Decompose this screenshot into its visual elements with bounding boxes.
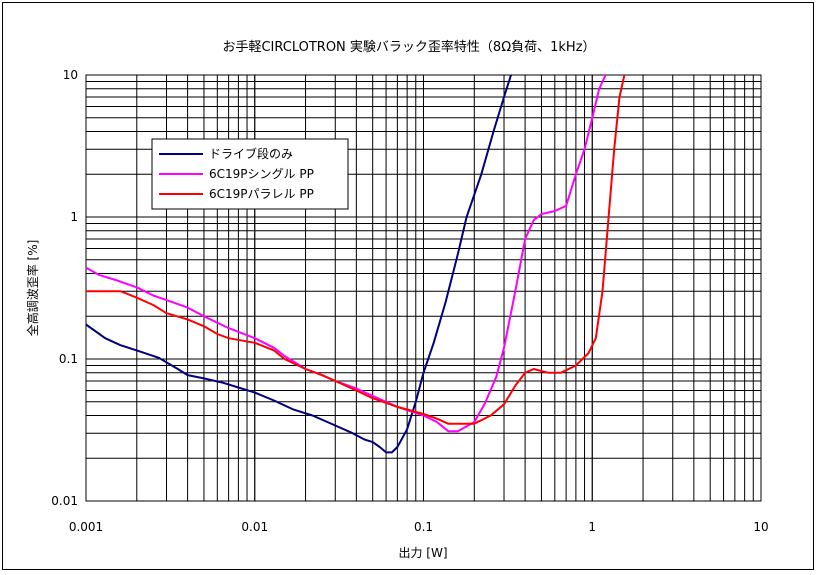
- series-group: [85, 74, 626, 454]
- thd-chart: お手軽CIRCLOTRON 実験バラック歪率特性（8Ω負荷、1kHz） 0.00…: [25, 39, 769, 560]
- legend-label-2: 6C19Pシングル PP: [209, 167, 314, 181]
- y-tick-label: 0.01: [51, 494, 78, 508]
- x-tick-label: 1: [588, 520, 596, 534]
- y-tick-label: 1: [70, 210, 78, 224]
- x-tick-label: 0.1: [414, 520, 433, 534]
- x-tick-label: 0.01: [241, 520, 268, 534]
- series-line-3: [86, 74, 626, 425]
- legend: ドライブ段のみ 6C19Pシングル PP 6C19Pパラレル PP: [151, 138, 349, 210]
- legend-label-1: ドライブ段のみ: [209, 146, 293, 161]
- x-axis-label: 出力 [W]: [398, 546, 447, 560]
- series-line-2: [85, 74, 607, 433]
- plot-area: [85, 74, 762, 502]
- tick-labels: 0.001 0.01 0.1 1 10 0.01 0.1 1 10: [51, 68, 768, 534]
- legend-label-3: 6C19Pパラレル PP: [209, 187, 314, 201]
- series-line-1: [85, 74, 512, 454]
- y-tick-label: 10: [63, 68, 78, 82]
- y-tick-label: 0.1: [59, 352, 78, 366]
- chart-frame: お手軽CIRCLOTRON 実験バラック歪率特性（8Ω負荷、1kHz） 0.00…: [2, 2, 814, 570]
- x-tick-label: 0.001: [69, 520, 103, 534]
- y-axis-label: 全高調波歪率 [%]: [25, 240, 40, 337]
- x-tick-label: 10: [753, 520, 768, 534]
- chart-title: お手軽CIRCLOTRON 実験バラック歪率特性（8Ω負荷、1kHz）: [222, 39, 595, 55]
